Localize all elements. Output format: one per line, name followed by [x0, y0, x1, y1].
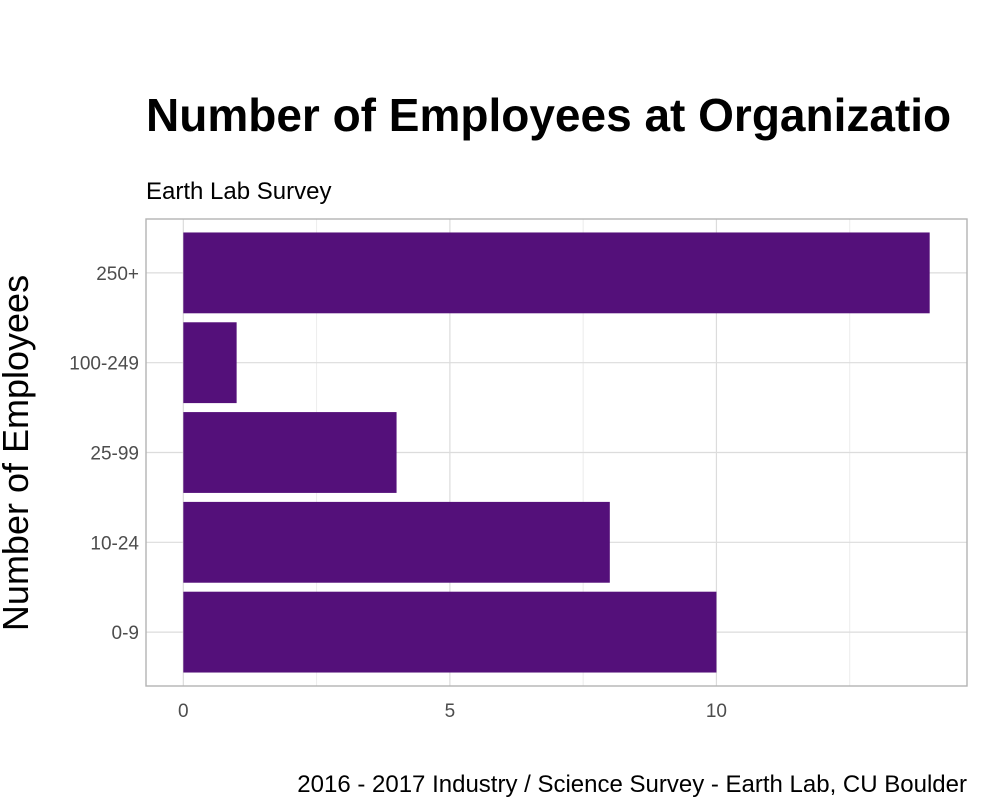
y-tick-label: 100-249: [69, 354, 139, 375]
chart-title: Number of Employees at Organizatio: [146, 89, 951, 141]
bar-100-249: [183, 322, 237, 404]
y-tick-label: 250+: [96, 264, 139, 285]
bar-0-9: [183, 591, 717, 673]
x-tick-label: 5: [445, 701, 456, 722]
x-tick-labels: 0 5 10: [178, 701, 727, 722]
bar-25-99: [183, 412, 397, 493]
y-tick-label: 25-99: [90, 444, 139, 465]
x-tick-label: 10: [706, 701, 727, 722]
y-tick-label: 0-9: [112, 623, 139, 644]
y-axis-label: Number of Employees: [0, 275, 36, 631]
bar-250+: [183, 232, 930, 314]
chart-subtitle: Earth Lab Survey: [146, 178, 331, 205]
y-tick-labels: 0-9 10-24 25-99 100-249 250+: [69, 264, 139, 644]
y-tick-label: 10-24: [90, 533, 139, 554]
chart-caption: 2016 - 2017 Industry / Science Survey - …: [297, 771, 967, 798]
x-tick-label: 0: [178, 701, 189, 722]
panel-border: [145, 218, 968, 687]
bar-10-24: [183, 501, 610, 583]
bars: [183, 232, 930, 673]
